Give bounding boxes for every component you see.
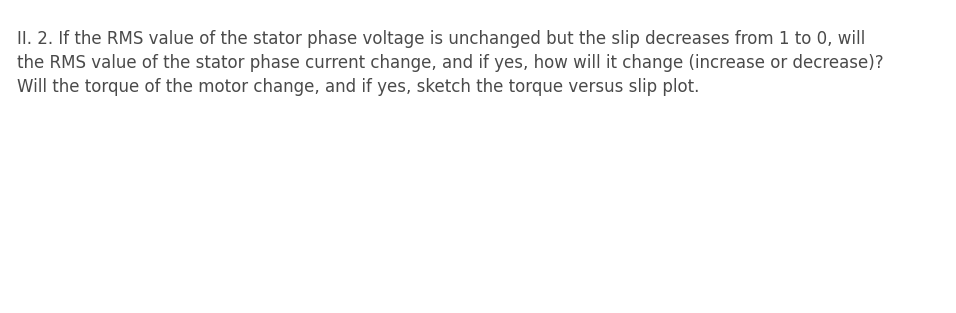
Text: II. 2. If the RMS value of the stator phase voltage is unchanged but the slip de: II. 2. If the RMS value of the stator ph…	[17, 30, 865, 48]
Text: the RMS value of the stator phase current change, and if yes, how will it change: the RMS value of the stator phase curren…	[17, 54, 884, 72]
Text: Will the torque of the motor change, and if yes, sketch the torque versus slip p: Will the torque of the motor change, and…	[17, 78, 700, 96]
